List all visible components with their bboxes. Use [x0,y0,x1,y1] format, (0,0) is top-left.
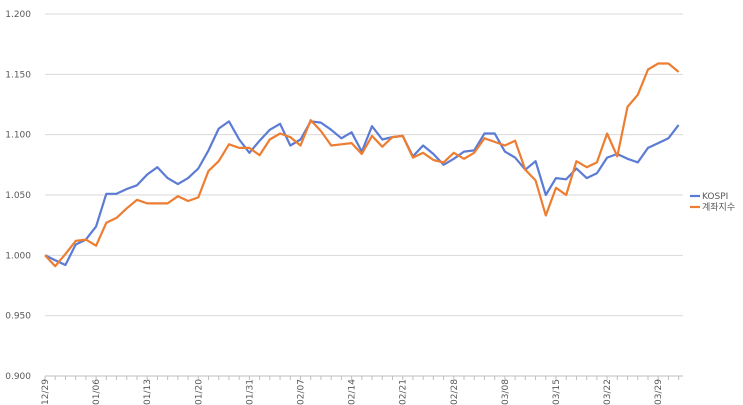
x-tick-label: 23/02/14 [348,379,358,405]
y-tick-label: 1.200 [5,10,31,20]
x-tick-label: 23/03/08 [501,379,511,405]
y-tick-label: 0.900 [5,372,31,382]
y-tick-label: 1.150 [5,70,31,80]
y-tick-label: 1.000 [5,251,31,261]
y-tick-label: 1.050 [5,191,31,201]
legend-label: 계좌지수 [702,201,735,213]
y-tick-label: 0.950 [5,312,31,322]
legend-label: KOSPI [702,192,728,202]
x-tick-label: 22/12/29 [41,379,51,405]
x-tick-label: 23/02/07 [297,379,307,405]
x-tick-label: 23/02/21 [399,379,409,405]
x-tick-label: 23/01/31 [245,379,255,405]
x-tick-label: 23/01/13 [143,379,153,405]
x-tick-label: 23/03/15 [552,379,562,405]
x-tick-label: 23/03/22 [603,379,613,405]
x-tick-label: 23/03/29 [654,379,664,405]
x-tick-label: 23/01/20 [194,379,204,405]
x-tick-label: 23/01/06 [92,379,102,405]
series-line [44,120,680,267]
x-tick-label: 23/02/28 [450,379,460,405]
series-line [44,62,680,268]
y-tick-label: 1.100 [5,131,31,141]
